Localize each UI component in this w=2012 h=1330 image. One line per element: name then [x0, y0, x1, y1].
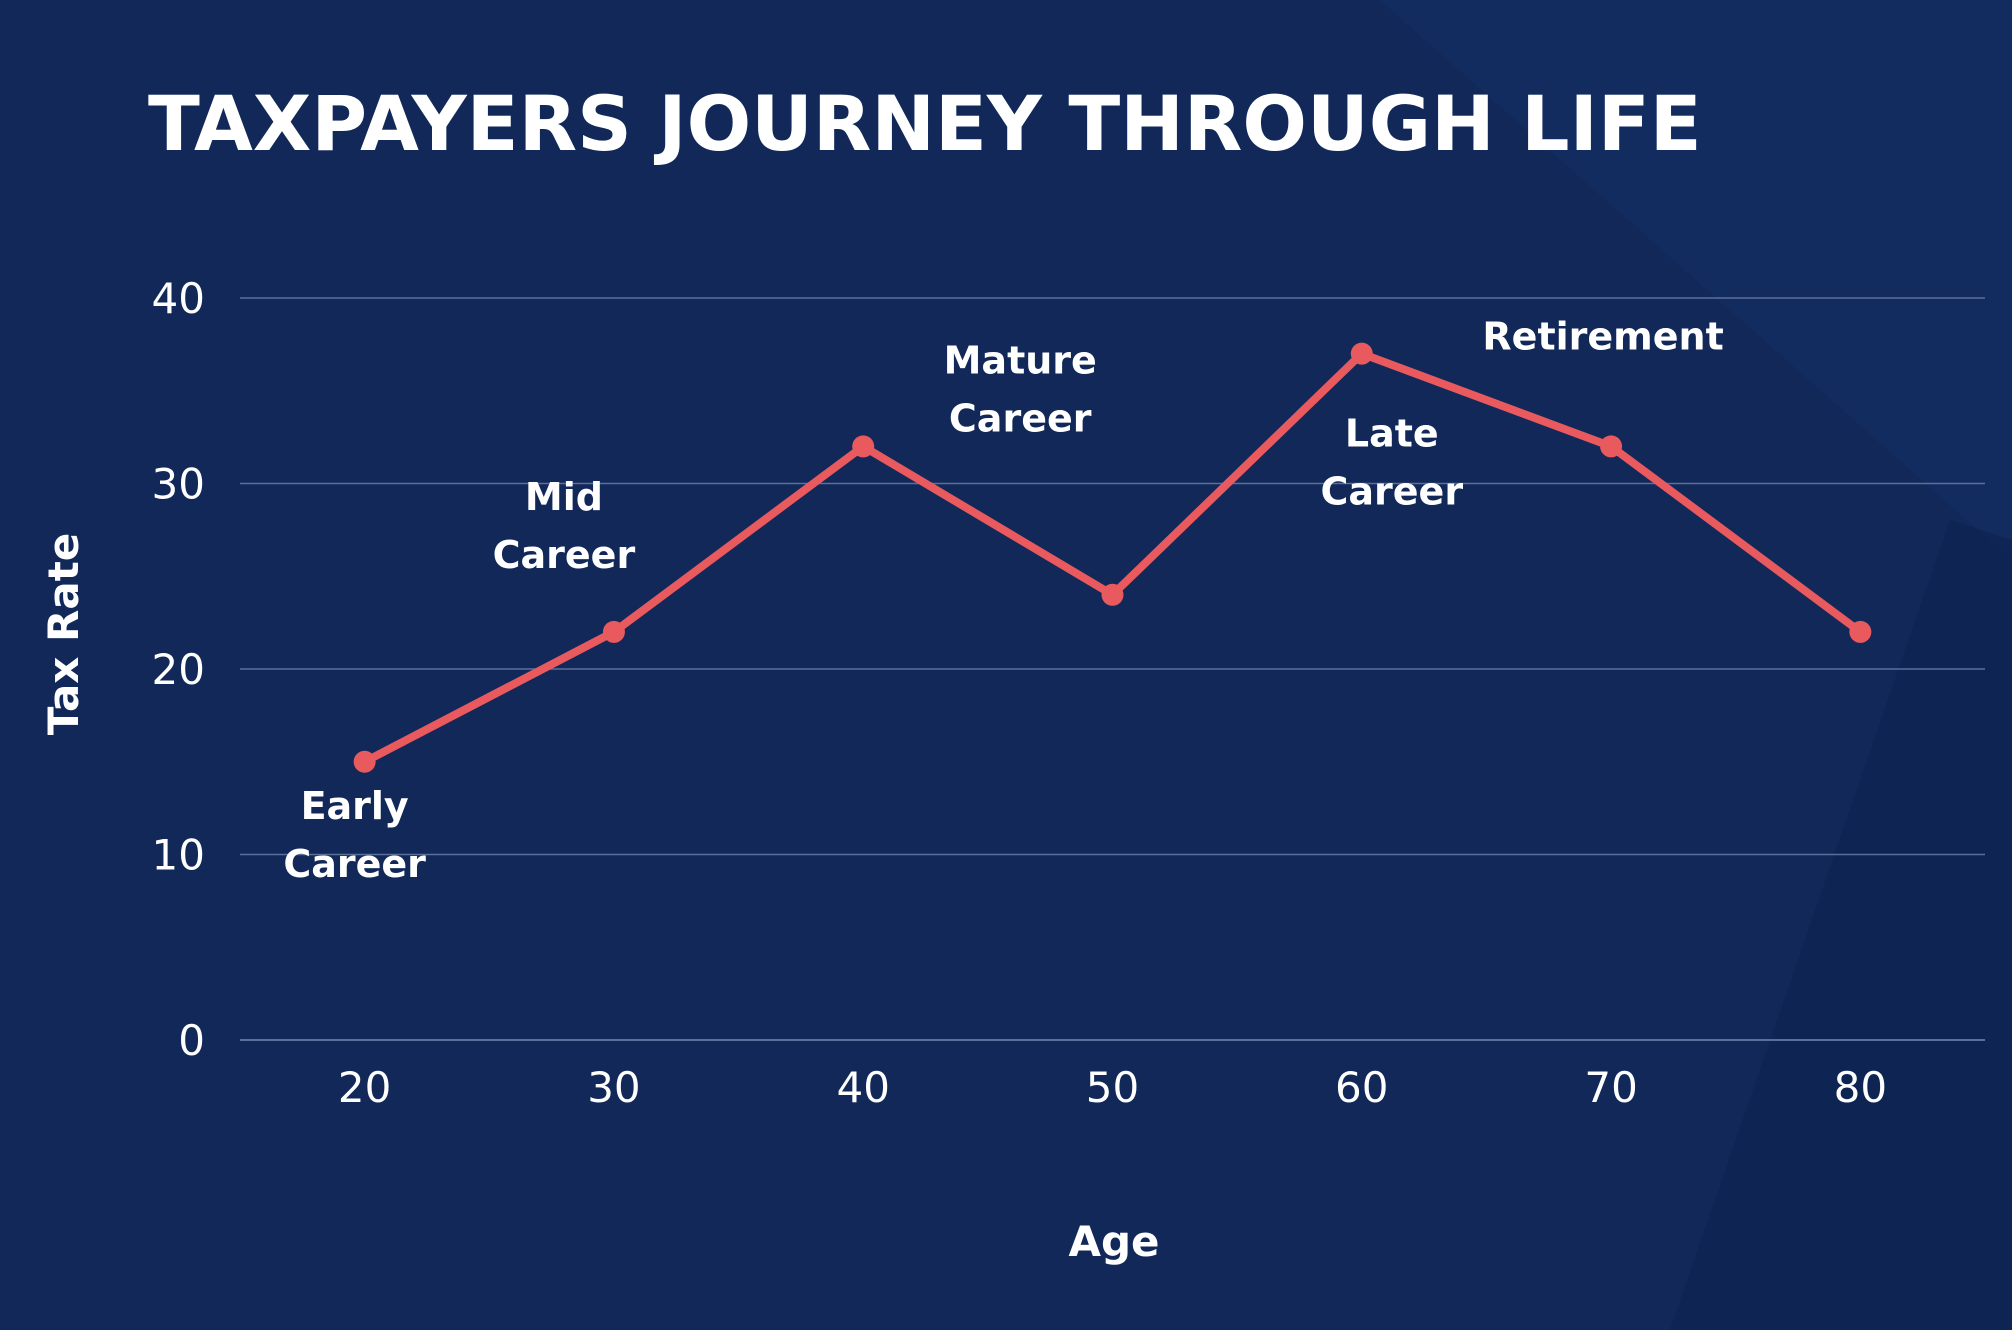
x-tick-label: 40	[836, 1063, 889, 1112]
bg-shape-top	[1380, 0, 2012, 560]
y-axis-label: Tax Rate	[39, 533, 88, 736]
data-point	[1849, 620, 1872, 643]
x-tick-label: 80	[1834, 1063, 1887, 1112]
annotation-line: Career	[1321, 470, 1464, 514]
data-point	[1350, 342, 1373, 365]
annotation-label: Mid Career	[493, 475, 636, 577]
x-axis-ticks: 20 30 40 50 60 70 80	[338, 1063, 1887, 1112]
x-tick-label: 60	[1335, 1063, 1388, 1112]
annotation-label: Early Career	[283, 784, 426, 886]
y-tick-label: 30	[152, 460, 205, 509]
background-decoration	[1380, 0, 2012, 1330]
annotation-line: Mature	[944, 338, 1097, 382]
y-tick-label: 10	[152, 831, 205, 880]
annotation-line: Career	[493, 533, 636, 577]
y-axis-ticks: 0 10 20 30 40	[152, 274, 205, 1065]
grid-lines	[240, 297, 1985, 1041]
annotation-line: Early	[301, 784, 409, 828]
y-tick-label: 40	[152, 274, 205, 323]
annotation-line: Career	[949, 396, 1092, 440]
x-tick-label: 70	[1584, 1063, 1637, 1112]
annotation-label: Retirement	[1482, 314, 1723, 358]
annotations: Early Career Mid Career Mature Career Late Care…	[283, 314, 1723, 885]
data-point	[1600, 435, 1623, 458]
y-tick-label: 0	[178, 1016, 205, 1065]
data-point	[353, 750, 376, 773]
data-point	[602, 620, 625, 643]
x-tick-label: 30	[587, 1063, 640, 1112]
annotation-label: Mature Career	[944, 338, 1097, 440]
x-tick-label: 50	[1086, 1063, 1139, 1112]
bg-shape-bottom	[1670, 520, 2012, 1330]
data-point	[852, 435, 875, 458]
annotation-line: Retirement	[1482, 314, 1723, 358]
series-group	[353, 342, 1872, 773]
data-point	[1101, 583, 1124, 606]
annotation-label: Late Career	[1321, 412, 1464, 514]
y-tick-label: 20	[152, 645, 205, 694]
annotation-line: Mid	[525, 475, 603, 519]
annotation-line: Late	[1345, 412, 1439, 456]
annotation-line: Career	[283, 842, 426, 886]
x-tick-label: 20	[338, 1063, 391, 1112]
chart-title: TAXPAYERS JOURNEY THROUGH LIFE	[148, 79, 1702, 168]
x-axis-label: Age	[1068, 1217, 1159, 1266]
